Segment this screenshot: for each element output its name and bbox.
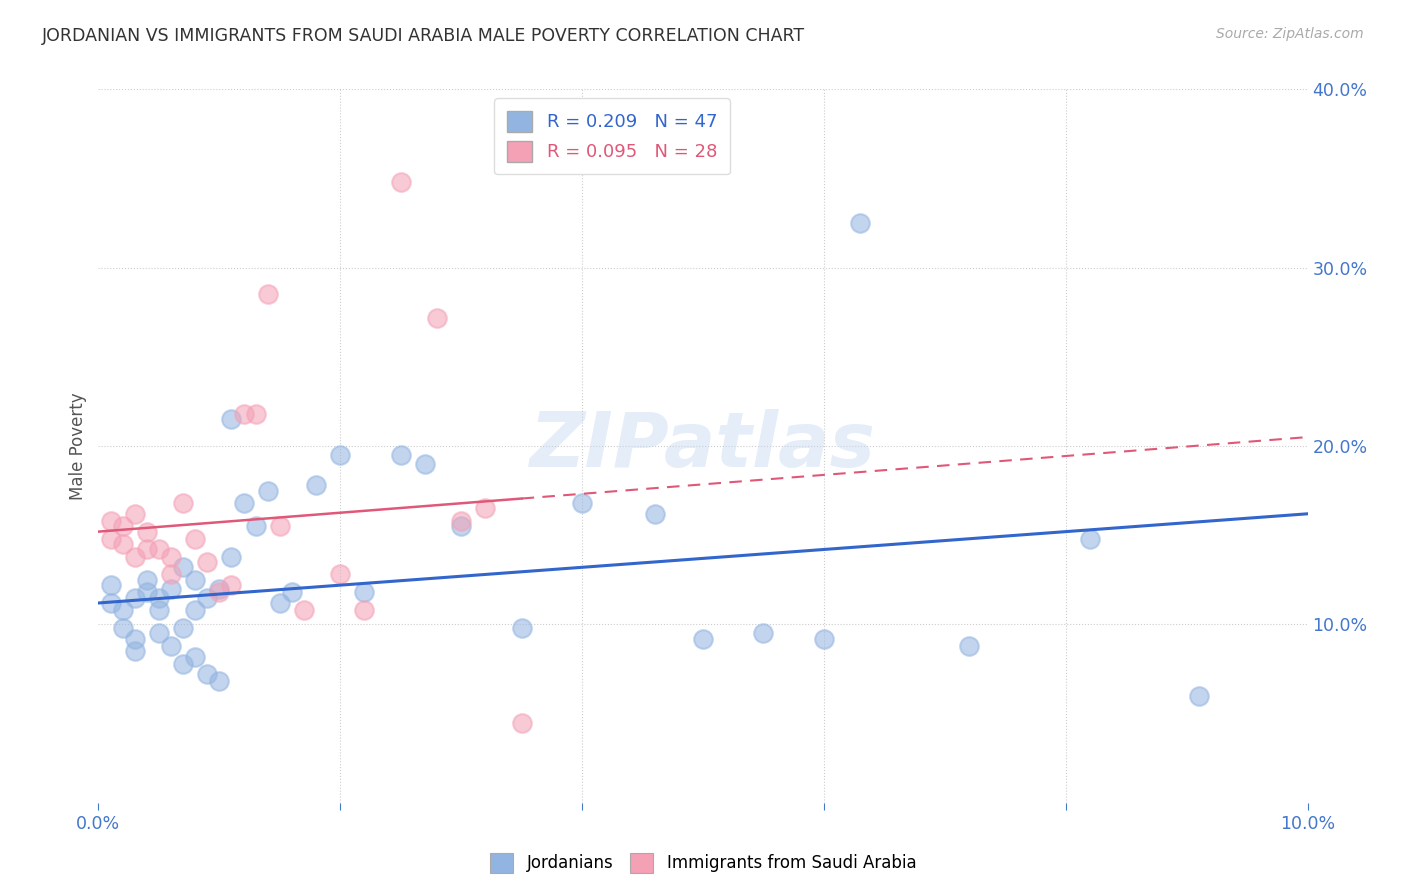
Point bbox=[100, 578, 122, 592]
Point bbox=[389, 448, 412, 462]
Point bbox=[292, 603, 315, 617]
Point bbox=[184, 532, 207, 546]
Point bbox=[172, 621, 194, 635]
Y-axis label: Male Poverty: Male Poverty bbox=[69, 392, 87, 500]
Point bbox=[135, 585, 157, 599]
Point bbox=[135, 573, 157, 587]
Point bbox=[208, 674, 231, 689]
Text: ZIPatlas: ZIPatlas bbox=[530, 409, 876, 483]
Point bbox=[353, 585, 375, 599]
Point bbox=[256, 287, 278, 301]
Point bbox=[353, 603, 375, 617]
Point bbox=[184, 573, 207, 587]
Text: Source: ZipAtlas.com: Source: ZipAtlas.com bbox=[1216, 27, 1364, 41]
Point bbox=[195, 667, 218, 681]
Point bbox=[305, 478, 328, 492]
Point bbox=[135, 524, 157, 539]
Point bbox=[813, 632, 835, 646]
Point bbox=[111, 621, 134, 635]
Point bbox=[160, 549, 183, 564]
Point bbox=[148, 591, 170, 605]
Point bbox=[426, 310, 449, 325]
Point bbox=[124, 632, 146, 646]
Point bbox=[100, 532, 122, 546]
Point bbox=[160, 639, 183, 653]
Point bbox=[269, 519, 291, 533]
Point bbox=[957, 639, 980, 653]
Point bbox=[571, 496, 593, 510]
Point bbox=[195, 555, 218, 569]
Point bbox=[269, 596, 291, 610]
Point bbox=[124, 507, 146, 521]
Point bbox=[1188, 689, 1211, 703]
Point bbox=[413, 457, 436, 471]
Point bbox=[221, 549, 243, 564]
Point bbox=[160, 582, 183, 596]
Point bbox=[232, 496, 254, 510]
Point bbox=[160, 567, 183, 582]
Point bbox=[135, 542, 157, 557]
Point bbox=[124, 591, 146, 605]
Point bbox=[184, 649, 207, 664]
Text: JORDANIAN VS IMMIGRANTS FROM SAUDI ARABIA MALE POVERTY CORRELATION CHART: JORDANIAN VS IMMIGRANTS FROM SAUDI ARABI… bbox=[42, 27, 806, 45]
Point bbox=[111, 603, 134, 617]
Point bbox=[221, 412, 243, 426]
Point bbox=[124, 644, 146, 658]
Point bbox=[172, 560, 194, 574]
Point bbox=[124, 549, 146, 564]
Point bbox=[172, 657, 194, 671]
Point bbox=[221, 578, 243, 592]
Point bbox=[1078, 532, 1101, 546]
Point bbox=[692, 632, 714, 646]
Point bbox=[849, 216, 872, 230]
Point bbox=[111, 519, 134, 533]
Point bbox=[232, 407, 254, 421]
Point bbox=[111, 537, 134, 551]
Point bbox=[245, 519, 267, 533]
Point bbox=[208, 582, 231, 596]
Point bbox=[644, 507, 666, 521]
Point bbox=[510, 715, 533, 730]
Point bbox=[148, 603, 170, 617]
Point bbox=[148, 542, 170, 557]
Point bbox=[208, 585, 231, 599]
Point bbox=[195, 591, 218, 605]
Point bbox=[245, 407, 267, 421]
Point bbox=[100, 596, 122, 610]
Point bbox=[510, 621, 533, 635]
Point bbox=[172, 496, 194, 510]
Point bbox=[184, 603, 207, 617]
Point bbox=[329, 567, 352, 582]
Point bbox=[148, 626, 170, 640]
Point bbox=[450, 519, 472, 533]
Point bbox=[474, 501, 496, 516]
Point bbox=[329, 448, 352, 462]
Point bbox=[752, 626, 775, 640]
Legend: Jordanians, Immigrants from Saudi Arabia: Jordanians, Immigrants from Saudi Arabia bbox=[484, 847, 922, 880]
Point bbox=[256, 483, 278, 498]
Point bbox=[450, 514, 472, 528]
Legend: R = 0.209   N = 47, R = 0.095   N = 28: R = 0.209 N = 47, R = 0.095 N = 28 bbox=[495, 98, 730, 174]
Point bbox=[100, 514, 122, 528]
Point bbox=[281, 585, 304, 599]
Point bbox=[389, 175, 412, 189]
